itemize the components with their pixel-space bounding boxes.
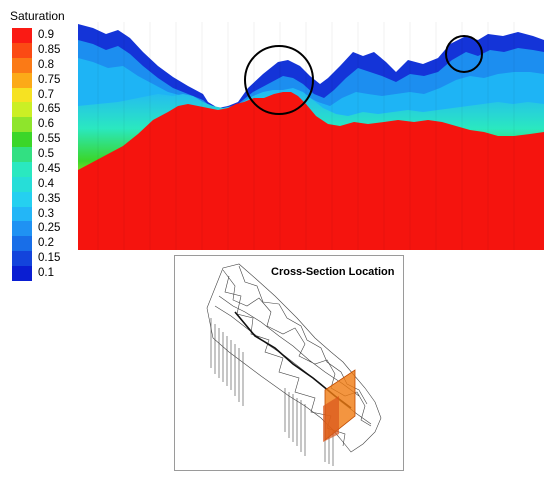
saturation-cross-section <box>78 22 544 250</box>
cross-section-plane-front <box>323 396 339 442</box>
legend-swatch <box>12 132 32 148</box>
legend-swatch <box>12 236 32 252</box>
mesh-surface-lines <box>214 269 372 447</box>
legend-label: 0.1 <box>38 267 54 280</box>
legend-label: 0.75 <box>38 73 61 86</box>
legend-label: 0.8 <box>38 58 54 71</box>
legend-label: 0.25 <box>38 222 61 235</box>
legend-swatch <box>12 28 32 44</box>
saturated-zone <box>78 92 544 250</box>
legend-swatch <box>12 266 32 282</box>
legend-title: Saturation <box>10 9 65 23</box>
legend-label: 0.3 <box>38 207 54 220</box>
annotation-circle-peak <box>244 45 314 115</box>
legend-label: 0.65 <box>38 103 61 116</box>
legend-label: 0.9 <box>38 29 54 41</box>
legend-swatch <box>12 117 32 133</box>
mesh-vertical-lines <box>210 318 334 466</box>
legend-swatch <box>12 147 32 163</box>
legend-swatch <box>12 102 32 118</box>
legend-swatch <box>12 72 32 89</box>
legend-label: 0.4 <box>38 177 54 190</box>
inset-title: Cross-Section Location <box>271 266 395 278</box>
legend-label: 0.2 <box>38 237 54 250</box>
legend-label: 0.5 <box>38 148 54 161</box>
legend-swatch <box>12 87 32 103</box>
legend-label: 0.35 <box>38 192 61 205</box>
legend-swatch <box>12 57 32 74</box>
legend-label: 0.15 <box>38 252 61 265</box>
legend-label: 0.55 <box>38 133 61 146</box>
legend-label: 0.85 <box>38 43 61 56</box>
legend-swatch <box>12 161 32 178</box>
legend-label: 0.6 <box>38 118 54 131</box>
legend-swatch <box>12 42 32 59</box>
annotation-circle-right <box>445 35 483 73</box>
legend-swatch <box>12 221 32 237</box>
legend-swatch <box>12 191 32 208</box>
mesh-outline <box>206 263 382 453</box>
legend-label: 0.45 <box>38 162 61 175</box>
legend-label: 0.7 <box>38 88 54 101</box>
legend-labels: 0.9 0.85 0.8 0.75 0.7 0.65 0.6 0.55 0.5 0.45 0.4 0.… <box>38 28 78 281</box>
legend-swatch <box>12 206 32 222</box>
legend-swatch <box>12 176 32 193</box>
cross-section-location-inset: Cross-Section Location <box>174 255 404 471</box>
legend-swatch <box>12 251 32 267</box>
legend-color-bar <box>12 28 32 282</box>
mesh-3d-view <box>206 263 382 466</box>
